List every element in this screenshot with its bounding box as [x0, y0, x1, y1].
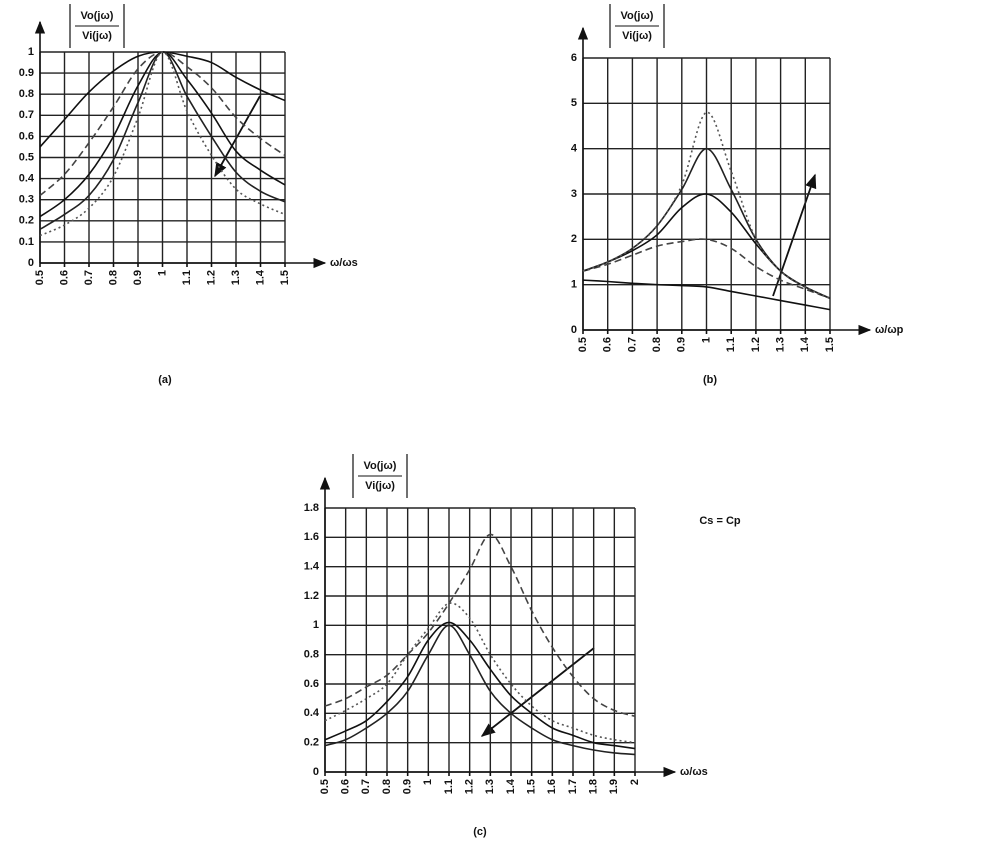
x-tick-label: 0.8 — [107, 270, 119, 285]
trend-arrow — [482, 648, 594, 736]
x-tick-label: 0.7 — [83, 270, 95, 285]
x-tick-label: 1 — [156, 270, 168, 276]
y-label-denominator: Vi(jω) — [622, 30, 652, 42]
y-label-denominator: Vi(jω) — [82, 30, 112, 42]
y-tick-label: 0.5 — [19, 151, 34, 163]
y-tick-label: 0.8 — [304, 649, 319, 661]
x-tick-label: 0.9 — [402, 779, 414, 794]
x-tick-label: 1.3 — [484, 779, 496, 794]
x-tick-label: 0.9 — [676, 337, 688, 352]
x-tick-label: 0.6 — [602, 337, 614, 352]
y-tick-label: 6 — [571, 52, 577, 64]
y-tick-label: 1.2 — [304, 590, 319, 602]
y-tick-label: 5 — [571, 97, 577, 109]
y-tick-label: 1 — [28, 46, 34, 58]
y-tick-label: 2 — [571, 233, 577, 245]
x-tick-label: 1.1 — [181, 270, 193, 285]
y-tick-label: 0.2 — [304, 737, 319, 749]
x-tick-label: 1.7 — [567, 779, 579, 794]
y-tick-label: 0.8 — [19, 88, 34, 100]
x-tick-label: 1.6 — [546, 779, 558, 794]
x-tick-label: 0.5 — [34, 270, 46, 285]
y-tick-label: 0.4 — [304, 707, 320, 719]
x-tick-label: 1 — [700, 337, 712, 343]
x-tick-label: 1.2 — [205, 270, 217, 285]
annotation: Cs = Cp — [699, 515, 741, 527]
x-tick-label: 1.4 — [505, 778, 517, 794]
x-tick-label: 1.1 — [443, 779, 455, 794]
x-tick-label: 1.8 — [588, 779, 600, 794]
y-tick-label: 0.9 — [19, 67, 34, 79]
caption: (b) — [703, 374, 717, 386]
x-tick-label: 0.8 — [651, 337, 663, 352]
y-tick-label: 1 — [313, 619, 319, 631]
x-tick-label: 0.6 — [58, 270, 70, 285]
x-tick-label: 0.9 — [132, 270, 144, 285]
x-tick-label: 1.5 — [526, 779, 538, 794]
x-axis-label: ω/ωp — [875, 324, 904, 336]
x-tick-label: 1.4 — [799, 336, 811, 352]
y-tick-label: 0.6 — [304, 678, 319, 690]
trend-arrow — [773, 175, 815, 296]
caption: (a) — [158, 374, 172, 386]
y-tick-label: 0.7 — [19, 109, 34, 121]
y-tick-label: 1.8 — [304, 502, 319, 514]
y-tick-label: 0.4 — [19, 173, 35, 185]
x-tick-label: 0.7 — [360, 779, 372, 794]
x-tick-label: 1.4 — [254, 269, 266, 285]
x-tick-label: 1.5 — [279, 270, 291, 285]
x-tick-label: 2 — [629, 779, 641, 785]
x-tick-label: 1 — [422, 779, 434, 785]
y-tick-label: 1.4 — [304, 561, 320, 573]
y-tick-label: 0.6 — [19, 130, 34, 142]
x-tick-label: 1.3 — [775, 337, 787, 352]
x-tick-label: 0.7 — [626, 337, 638, 352]
y-tick-label: 0 — [28, 257, 34, 269]
y-tick-label: 3 — [571, 188, 577, 200]
x-tick-label: 1.3 — [230, 270, 242, 285]
y-label-denominator: Vi(jω) — [365, 480, 395, 492]
y-label-numerator: Vo(jω) — [81, 10, 114, 22]
y-tick-label: 0.3 — [19, 194, 34, 206]
y-tick-label: 4 — [571, 143, 578, 155]
x-tick-label: 0.8 — [381, 779, 393, 794]
caption: (c) — [473, 826, 487, 838]
y-label-numerator: Vo(jω) — [364, 460, 397, 472]
y-tick-label: 1 — [571, 279, 577, 291]
x-axis-label: ω/ωs — [330, 257, 358, 269]
x-tick-label: 1.5 — [824, 337, 836, 352]
y-tick-label: 0 — [313, 766, 319, 778]
x-tick-label: 0.5 — [319, 779, 331, 794]
x-tick-label: 1.2 — [464, 779, 476, 794]
x-tick-label: 0.6 — [340, 779, 352, 794]
x-tick-label: 1.1 — [725, 337, 737, 352]
curve — [325, 622, 635, 748]
x-tick-label: 1.2 — [750, 337, 762, 352]
y-tick-label: 1.6 — [304, 531, 319, 543]
y-tick-label: 0.2 — [19, 215, 34, 227]
y-tick-label: 0.1 — [19, 236, 34, 248]
curve — [325, 625, 635, 754]
x-tick-label: 0.5 — [577, 337, 589, 352]
y-label-numerator: Vo(jω) — [621, 10, 654, 22]
x-axis-label: ω/ωs — [680, 766, 708, 778]
y-tick-label: 0 — [571, 324, 577, 336]
x-tick-label: 1.9 — [608, 779, 620, 794]
figure: 0.5 0.6 0.7 0.8 0.9 1 1.1 1.2 1.3 1.4 1.5 0 0.1 0.2 0.… — [0, 0, 996, 843]
